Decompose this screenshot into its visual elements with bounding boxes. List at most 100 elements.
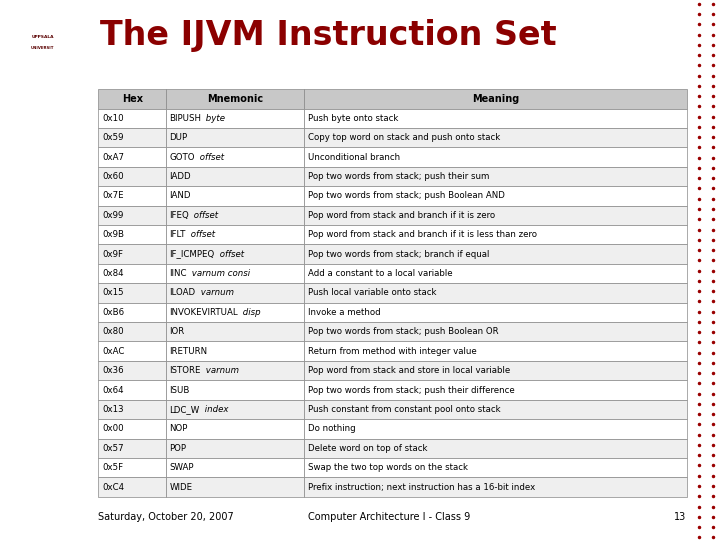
Text: 0x00: 0x00: [102, 424, 124, 433]
Text: 0xA7: 0xA7: [102, 152, 124, 161]
Text: Unconditional branch: Unconditional branch: [308, 152, 400, 161]
Text: UNIVERSIT: UNIVERSIT: [31, 45, 54, 50]
Bar: [305, 264, 687, 284]
Text: Push byte onto stack: Push byte onto stack: [308, 114, 398, 123]
Text: varnum: varnum: [203, 366, 239, 375]
Text: BIPUSH: BIPUSH: [170, 114, 202, 123]
Bar: [99, 341, 166, 361]
Bar: [99, 109, 166, 128]
Text: 0x5F: 0x5F: [102, 463, 123, 472]
Text: The IJVM Instruction Set: The IJVM Instruction Set: [100, 19, 557, 52]
Bar: [166, 302, 305, 322]
Bar: [99, 380, 166, 400]
Bar: [99, 89, 166, 109]
Text: 0x59: 0x59: [102, 133, 123, 142]
Text: 0x36: 0x36: [102, 366, 124, 375]
Text: IADD: IADD: [170, 172, 192, 181]
Text: varnum: varnum: [197, 288, 233, 298]
Text: GOTO: GOTO: [170, 152, 195, 161]
Bar: [305, 361, 687, 380]
Bar: [99, 264, 166, 284]
Bar: [166, 167, 305, 186]
Text: SWAP: SWAP: [170, 463, 194, 472]
Bar: [99, 400, 166, 419]
Text: IF_ICMPEQ: IF_ICMPEQ: [170, 249, 215, 259]
Bar: [166, 284, 305, 302]
Bar: [99, 206, 166, 225]
Text: 0x80: 0x80: [102, 327, 124, 336]
Bar: [166, 438, 305, 458]
Bar: [166, 225, 305, 245]
Text: 0xAC: 0xAC: [102, 347, 125, 356]
Bar: [166, 341, 305, 361]
Circle shape: [33, 0, 52, 100]
Text: 0xB6: 0xB6: [102, 308, 124, 317]
Text: DUP: DUP: [170, 133, 188, 142]
Bar: [99, 128, 166, 147]
Text: Pop two words from stack; push Boolean AND: Pop two words from stack; push Boolean A…: [308, 191, 505, 200]
Bar: [305, 186, 687, 206]
Text: POP: POP: [170, 444, 186, 453]
Text: 13: 13: [675, 512, 687, 522]
Bar: [99, 302, 166, 322]
Text: Do nothing: Do nothing: [308, 424, 356, 433]
Bar: [99, 167, 166, 186]
Text: Hex: Hex: [122, 94, 143, 104]
Bar: [305, 302, 687, 322]
Bar: [305, 419, 687, 438]
Text: 0x9F: 0x9F: [102, 249, 123, 259]
Text: Copy top word on stack and push onto stack: Copy top word on stack and push onto sta…: [308, 133, 500, 142]
Text: Return from method with integer value: Return from method with integer value: [308, 347, 477, 356]
Bar: [305, 477, 687, 497]
Text: index: index: [202, 405, 228, 414]
Bar: [305, 400, 687, 419]
Text: 0x7E: 0x7E: [102, 191, 124, 200]
Text: Invoke a method: Invoke a method: [308, 308, 380, 317]
Bar: [305, 225, 687, 245]
Text: 0x84: 0x84: [102, 269, 124, 278]
Text: Mnemonic: Mnemonic: [207, 94, 263, 104]
Bar: [99, 458, 166, 477]
Text: UPPSALA: UPPSALA: [31, 35, 54, 39]
Bar: [99, 477, 166, 497]
Text: Meaning: Meaning: [472, 94, 519, 104]
Text: IFEQ: IFEQ: [170, 211, 189, 220]
Text: offset: offset: [217, 249, 244, 259]
Text: IAND: IAND: [170, 191, 191, 200]
Text: 0xC4: 0xC4: [102, 483, 124, 491]
Bar: [166, 419, 305, 438]
Text: WIDE: WIDE: [170, 483, 193, 491]
Text: Prefix instruction; next instruction has a 16-bit index: Prefix instruction; next instruction has…: [308, 483, 535, 491]
Bar: [166, 477, 305, 497]
Text: Add a constant to a local variable: Add a constant to a local variable: [308, 269, 452, 278]
Bar: [99, 245, 166, 264]
Text: 0x15: 0x15: [102, 288, 124, 298]
Text: Swap the two top words on the stack: Swap the two top words on the stack: [308, 463, 468, 472]
Text: offset: offset: [188, 230, 215, 239]
Bar: [99, 361, 166, 380]
Text: 0x57: 0x57: [102, 444, 124, 453]
Bar: [99, 322, 166, 341]
Bar: [305, 438, 687, 458]
Bar: [305, 380, 687, 400]
Bar: [305, 284, 687, 302]
Bar: [166, 89, 305, 109]
Text: IINC: IINC: [170, 269, 187, 278]
Text: Pop word from stack and branch if it is less than zero: Pop word from stack and branch if it is …: [308, 230, 537, 239]
Bar: [305, 89, 687, 109]
Text: Pop word from stack and store in local variable: Pop word from stack and store in local v…: [308, 366, 510, 375]
Bar: [166, 206, 305, 225]
Text: 0x10: 0x10: [102, 114, 124, 123]
Text: offset: offset: [197, 152, 224, 161]
Text: IRETURN: IRETURN: [170, 347, 208, 356]
Text: 0x9B: 0x9B: [102, 230, 124, 239]
Bar: [166, 361, 305, 380]
Bar: [99, 438, 166, 458]
Bar: [305, 109, 687, 128]
Bar: [166, 264, 305, 284]
Bar: [166, 400, 305, 419]
Bar: [305, 458, 687, 477]
Text: 0x64: 0x64: [102, 386, 124, 395]
Bar: [305, 245, 687, 264]
Text: offset: offset: [192, 211, 218, 220]
